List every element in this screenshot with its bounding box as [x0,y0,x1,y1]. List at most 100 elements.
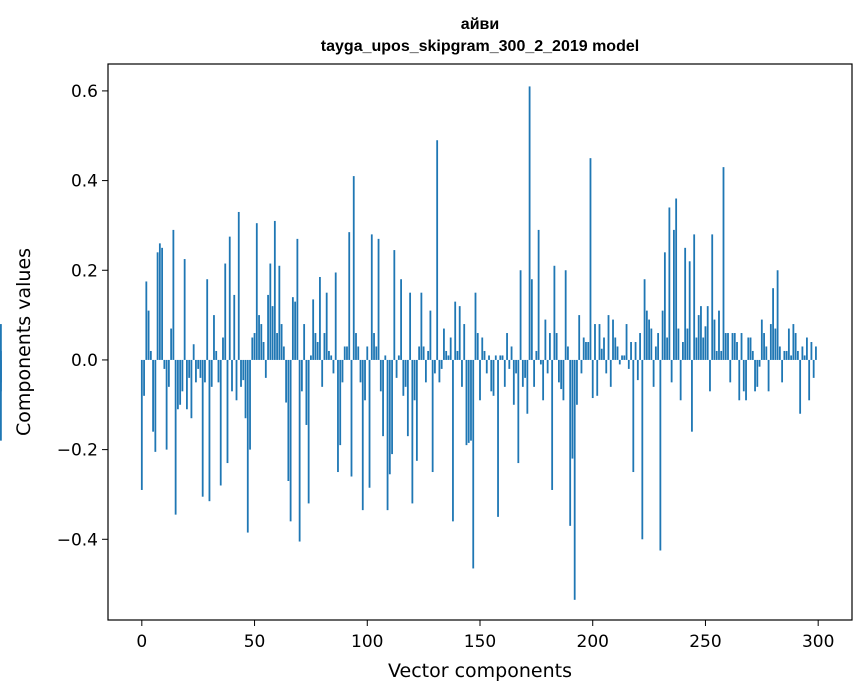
x-tick-label: 0 [136,632,147,652]
bar [682,342,684,360]
bar [170,328,173,360]
bar [413,359,416,401]
bar [461,359,463,387]
bar [670,359,673,383]
bar [156,252,159,360]
bar [736,342,738,360]
bar [706,306,709,360]
bar [330,355,333,360]
bar [729,359,732,383]
bar [409,292,412,360]
bar [201,359,204,497]
bar [747,337,750,360]
bar [161,247,164,360]
bar [328,350,330,360]
bar [492,359,495,396]
bar [627,359,630,369]
x-tick-label: 250 [689,632,721,652]
y-tick-label: 0.0 [71,351,98,371]
bar [402,359,405,396]
bar [231,359,233,392]
bar [609,359,612,387]
bar [666,337,669,360]
bar [672,229,675,360]
bar [715,350,718,360]
bar [406,359,409,437]
bar [494,355,497,360]
bar [476,333,479,360]
bar [456,350,459,360]
bar [641,359,644,540]
bar [799,359,802,414]
bar [397,355,400,360]
bar [199,359,202,378]
bar [679,359,682,401]
bar [183,259,186,360]
bar [481,337,484,360]
y-tick-label: −0.2 [57,441,98,461]
bar [542,359,545,401]
bar [772,288,774,360]
bar [663,252,666,360]
x-tick-label: 150 [464,632,496,652]
bar [720,350,723,360]
bar [693,234,696,360]
bar [564,270,567,360]
bar [0,350,2,360]
bar [244,359,247,419]
bar [815,346,817,360]
bar [310,355,312,360]
bar [668,207,671,360]
y-tick-label: 0.6 [71,82,98,102]
bar [731,333,734,360]
bar [740,333,743,360]
bar [249,359,251,450]
bar [307,359,310,504]
bar [573,359,576,600]
bar [709,359,711,392]
bar [472,359,475,569]
bar [235,359,238,401]
bar [702,337,705,360]
bar [591,359,594,399]
bar [341,359,344,383]
bar [298,359,301,542]
bar [296,238,299,360]
bar [346,346,348,360]
bar [343,346,346,360]
bar [240,359,242,387]
bar [158,243,161,360]
bar [276,333,278,360]
bar [733,333,736,360]
bar [519,270,522,360]
bar [176,359,179,410]
bar [639,333,641,360]
bar [618,359,621,365]
bar [179,359,182,405]
bar [677,328,680,360]
bar [143,359,145,396]
bar [528,86,531,360]
plot-frame [107,63,853,621]
x-tick-label: 50 [244,632,266,652]
bar [567,346,569,360]
bar [206,279,209,360]
bar [463,324,466,360]
bar [278,265,281,360]
bar [506,333,508,360]
bar [778,346,781,360]
bar [140,359,143,490]
bar [366,346,369,360]
bar [792,324,795,360]
bar [361,359,364,511]
bar [0,324,2,360]
bar [226,359,229,464]
bar [321,359,324,387]
bar [217,359,220,383]
bar [512,359,515,405]
bar [616,346,619,360]
bar [373,333,375,360]
bar [652,359,655,387]
bar [551,359,554,490]
bar [188,359,191,378]
